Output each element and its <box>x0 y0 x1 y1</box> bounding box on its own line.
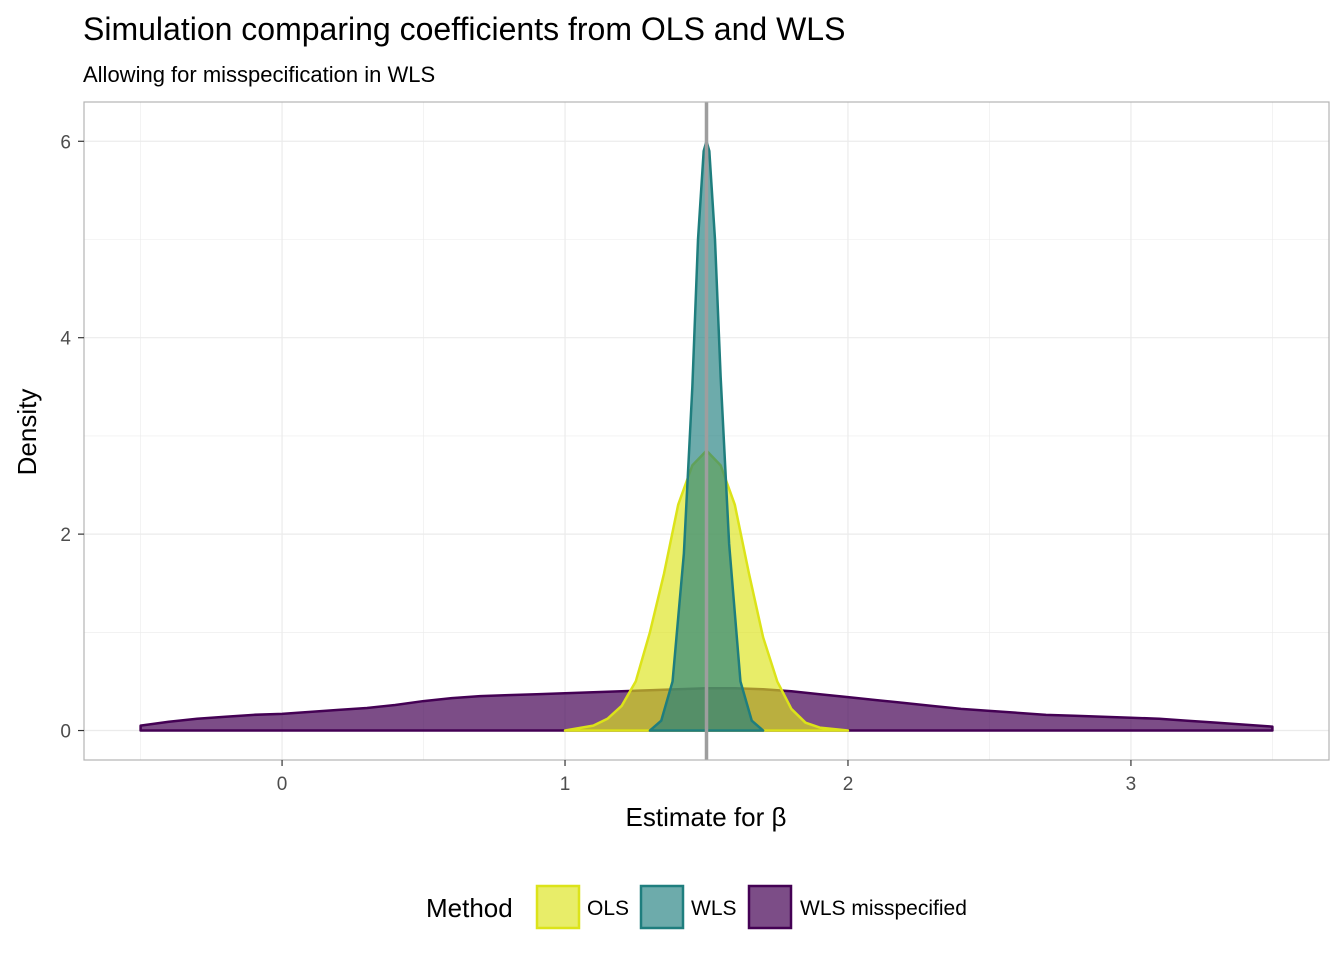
panel-border <box>83 101 1330 761</box>
legend-title: Method <box>426 893 513 923</box>
x-tick-label: 3 <box>1126 774 1137 795</box>
legend-label-wls-misspecified: WLS misspecified <box>800 897 967 920</box>
legend-key-ols <box>535 884 581 930</box>
chart-title: Simulation comparing coefficients from O… <box>83 11 845 47</box>
y-tick-label: 0 <box>60 722 71 743</box>
y-tick-label: 6 <box>60 132 71 153</box>
x-tick-label: 2 <box>843 774 854 795</box>
y-tick-label: 2 <box>60 525 71 546</box>
y-axis-title: Density <box>12 389 42 476</box>
chart-subtitle: Allowing for misspecification in WLS <box>83 62 435 87</box>
x-axis-title: Estimate for β <box>626 802 787 832</box>
x-axis: 0 1 2 3 <box>277 760 1136 795</box>
legend: Method OLS WLS WLS misspecified <box>426 884 967 930</box>
legend-key-wls-misspecified <box>747 884 793 930</box>
legend-label-wls: WLS <box>691 897 737 920</box>
x-tick-label: 0 <box>277 774 288 795</box>
x-tick-label: 1 <box>560 774 571 795</box>
plot-border <box>83 101 1330 761</box>
y-tick-label: 4 <box>60 329 71 350</box>
legend-key-wls <box>639 884 685 930</box>
legend-label-ols: OLS <box>587 897 629 920</box>
y-axis: 0 2 4 6 <box>60 132 84 743</box>
